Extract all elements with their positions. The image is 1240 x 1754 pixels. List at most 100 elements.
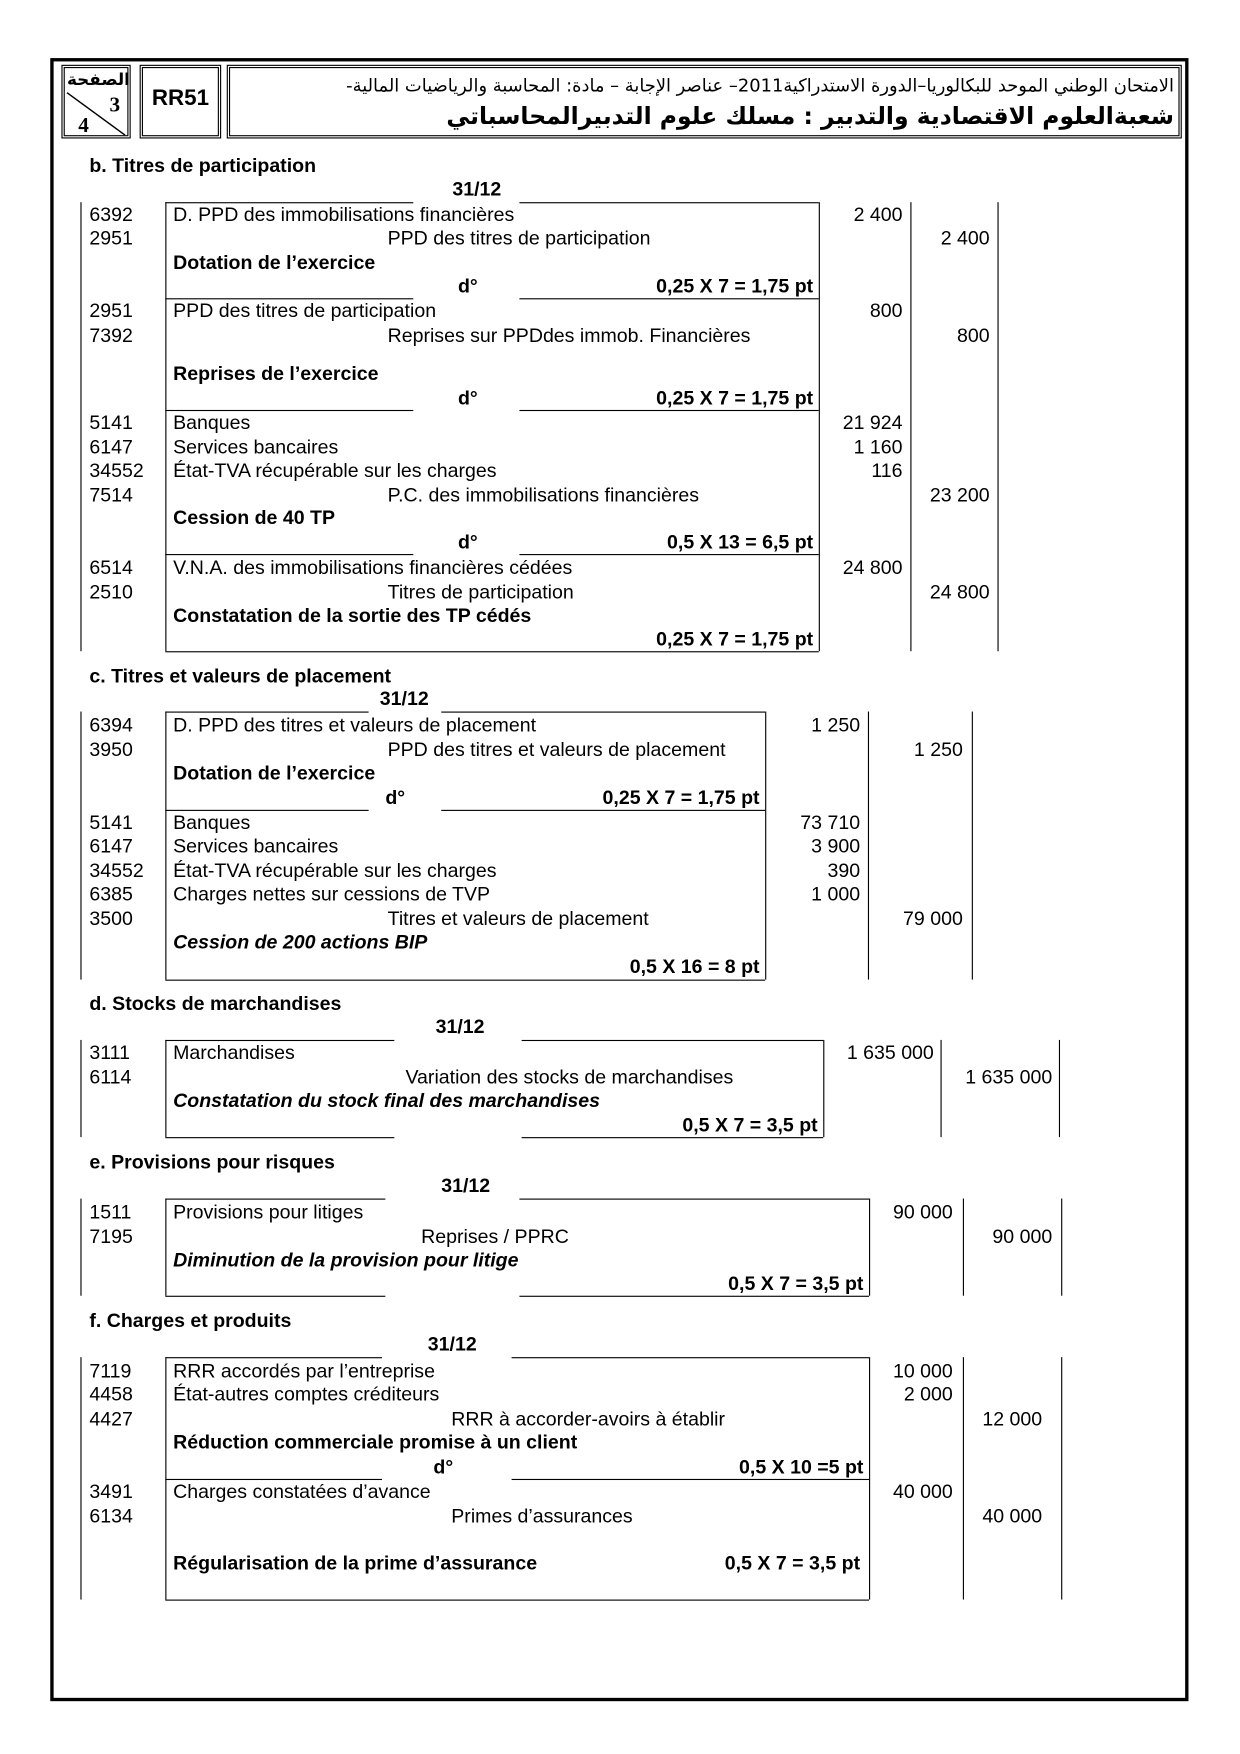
label-box-right-line xyxy=(823,1039,825,1138)
points-score: 0,25 X 7 = 1,75 pt xyxy=(656,627,814,651)
debit-account-label: Banques xyxy=(173,810,251,834)
account-number: 1511 xyxy=(89,1200,132,1224)
debit-amount: 1 635 000 xyxy=(846,1041,934,1064)
page-number-box: الصفحة 3 4 xyxy=(61,64,131,139)
section-title: c. Titres et valeurs de placement xyxy=(89,664,392,687)
account-column-line xyxy=(80,711,82,980)
credit-account-label: Primes d’assurances xyxy=(451,1504,633,1527)
box-bottom-line xyxy=(165,1599,870,1601)
debit-amount: 73 710 xyxy=(800,810,861,834)
box-top-line xyxy=(165,711,369,713)
debit-account-label: Provisions pour litiges xyxy=(173,1200,364,1224)
title-box: الامتحان الوطني الموحد للبكالوريا–الدورة… xyxy=(226,64,1182,139)
credit-column-line xyxy=(1058,1039,1061,1138)
account-number: 4427 xyxy=(89,1407,133,1430)
ditto-mark: d° xyxy=(457,274,478,298)
debit-account-label: Services bancaires xyxy=(173,834,339,857)
entry-separator-line xyxy=(519,409,819,412)
entry-caption: Dotation de l’exercice xyxy=(173,251,376,274)
points-score: 0,25 X 7 = 1,75 pt xyxy=(656,274,814,298)
account-number: 2951 xyxy=(89,299,133,322)
account-column-line xyxy=(80,1039,82,1138)
credit-amount: 90 000 xyxy=(992,1225,1053,1248)
entry-caption: Diminution de la provision pour litige xyxy=(173,1248,519,1272)
credit-account-label: Titres et valeurs de placement xyxy=(387,907,649,930)
box-bottom-line xyxy=(521,1137,824,1139)
box-top-line xyxy=(521,1039,824,1042)
box-top-line xyxy=(165,1357,383,1359)
account-number: 5141 xyxy=(89,810,133,834)
box-bottom-line xyxy=(165,979,766,982)
credit-amount: 800 xyxy=(957,323,990,347)
credit-amount: 1 250 xyxy=(913,738,963,761)
entry-caption: Réduction commerciale promise à un clien… xyxy=(173,1430,578,1454)
entry-caption: Reprises de l’exercice xyxy=(173,361,379,385)
account-number: 2951 xyxy=(89,226,133,250)
entry-separator-line xyxy=(165,298,414,300)
points-score: 0,25 X 7 = 1,75 pt xyxy=(656,386,814,409)
account-column-line xyxy=(80,1357,82,1600)
credit-amount: 24 800 xyxy=(929,580,990,604)
page-frame xyxy=(50,58,1189,1702)
account-column-line xyxy=(80,1198,82,1296)
credit-account-label: RRR à accorder-avoirs à établir xyxy=(451,1407,726,1430)
box-top-line xyxy=(519,202,819,204)
section-title: d. Stocks de marchandises xyxy=(89,991,342,1015)
section-title: b. Titres de participation xyxy=(89,154,317,177)
account-number: 6147 xyxy=(89,435,133,458)
debit-amount: 390 xyxy=(827,858,861,882)
debit-amount: 3 900 xyxy=(811,834,861,857)
account-number: 3950 xyxy=(89,738,133,761)
credit-account-label: Variation des stocks de marchandises xyxy=(405,1065,734,1088)
box-top-line xyxy=(441,711,766,713)
debit-account-label: PPD des titres de participation xyxy=(173,299,437,322)
label-column-line xyxy=(165,202,167,652)
account-number: 7392 xyxy=(89,323,133,347)
exam-code: RR51 xyxy=(151,86,210,111)
entry-date: 31/12 xyxy=(435,1015,485,1038)
entry-separator-line xyxy=(441,809,766,812)
account-number: 2510 xyxy=(89,580,133,604)
debit-amount: 90 000 xyxy=(893,1200,953,1224)
account-number: 3491 xyxy=(89,1480,133,1503)
debit-amount: 2 000 xyxy=(903,1382,953,1406)
label-box-right-line xyxy=(765,711,767,980)
box-top-line xyxy=(165,1039,395,1042)
points-score: 0,25 X 7 = 1,75 pt xyxy=(602,786,760,809)
page-label: الصفحة xyxy=(67,69,130,90)
debit-account-label: Charges constatées d’avance xyxy=(173,1480,431,1503)
debit-account-label: État-TVA récupérable sur les charges xyxy=(173,459,497,482)
debit-column-line xyxy=(962,1198,965,1296)
credit-account-label: PPD des titres de participation xyxy=(387,226,651,250)
credit-amount: 23 200 xyxy=(929,483,990,507)
account-number: 7195 xyxy=(89,1225,133,1248)
account-column-line xyxy=(80,202,82,652)
entry-separator-line xyxy=(511,1478,870,1481)
ditto-mark: d° xyxy=(385,786,406,809)
debit-amount: 1 160 xyxy=(853,435,903,458)
label-column-line xyxy=(165,1198,167,1296)
debit-account-label: RRR accordés par l’entreprise xyxy=(173,1359,435,1382)
debit-account-label: D. PPD des immobilisations financières xyxy=(173,203,515,226)
debit-account-label: État-TVA récupérable sur les charges xyxy=(173,858,497,882)
box-bottom-line xyxy=(519,1295,870,1298)
ditto-mark: d° xyxy=(457,386,478,409)
credit-column-line xyxy=(1061,1198,1063,1296)
account-number: 7514 xyxy=(89,483,133,507)
box-top-line xyxy=(519,1198,870,1200)
entry-separator-line xyxy=(519,298,819,300)
credit-account-label: Titres de participation xyxy=(387,580,574,604)
box-top-line xyxy=(511,1357,870,1359)
credit-account-label: Reprises sur PPDdes immob. Financières xyxy=(387,323,751,347)
account-number: 6114 xyxy=(89,1065,132,1088)
page-total: 4 xyxy=(78,113,89,138)
diagonal-divider xyxy=(66,92,126,136)
account-number: 3500 xyxy=(89,907,133,930)
account-number: 34552 xyxy=(89,459,144,482)
label-column-line xyxy=(165,711,167,980)
box-top-line xyxy=(165,202,414,204)
debit-amount: 24 800 xyxy=(842,556,903,579)
debit-amount: 1 000 xyxy=(811,882,861,905)
code-box: RR51 xyxy=(139,64,222,139)
